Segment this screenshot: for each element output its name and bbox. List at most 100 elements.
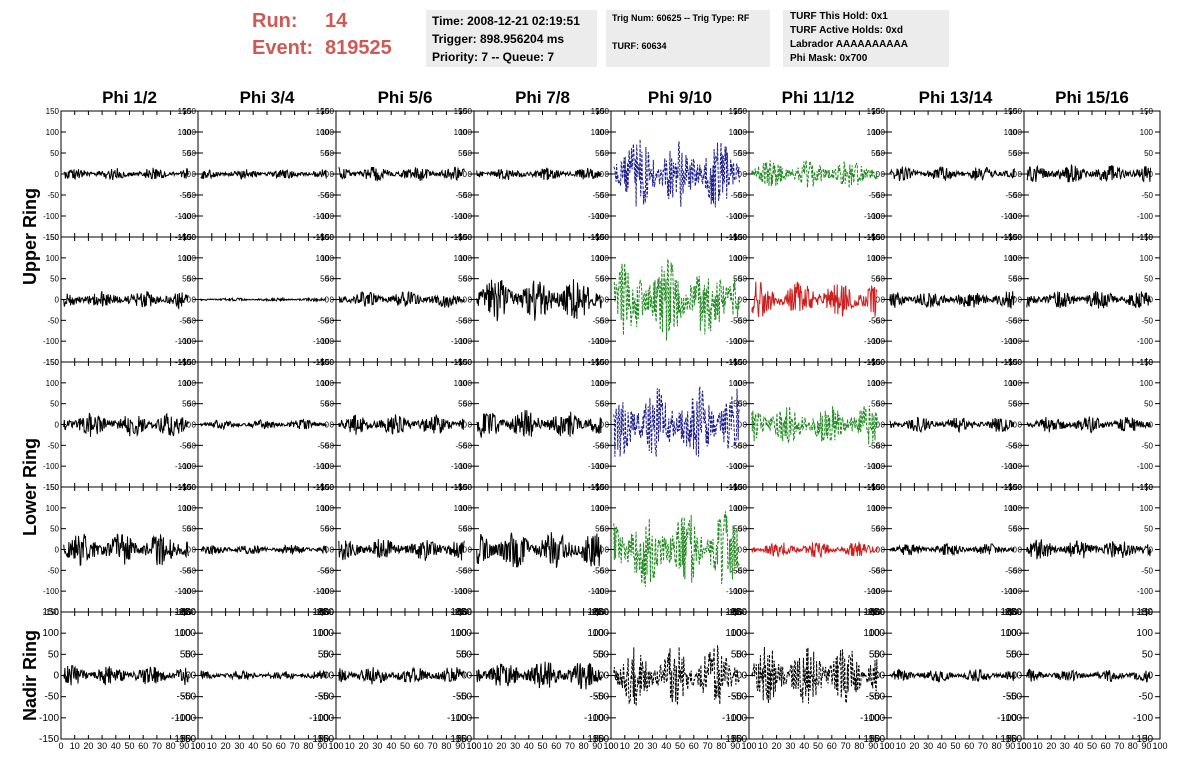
y-tick-label: 100	[316, 128, 330, 137]
y-tick-label: 0	[1013, 296, 1018, 305]
y-tick-label: -150	[43, 608, 60, 617]
y-tick-label: -50	[460, 316, 472, 325]
y-tick-label: 100	[42, 628, 59, 639]
y-tick-label: -50	[184, 566, 196, 575]
waveform-trace	[751, 281, 878, 318]
y-tick-label: 100	[1009, 504, 1023, 513]
y-tick-label: 0	[743, 170, 748, 179]
y-tick-label: -50	[1010, 566, 1022, 575]
y-tick-label: 0	[1013, 421, 1018, 430]
y-tick-label: 100	[1004, 379, 1018, 388]
y-tick-label: 0	[466, 671, 472, 682]
column-title: Phi 13/14	[919, 88, 993, 107]
y-tick-label: -100	[456, 587, 473, 596]
y-tick-label: 0	[876, 296, 881, 305]
y-tick-label: 150	[872, 107, 886, 116]
y-tick-label: 0	[55, 421, 60, 430]
y-tick-label: 150	[183, 233, 197, 242]
y-tick-label: 50	[461, 649, 473, 660]
y-tick-label: -50	[184, 191, 196, 200]
y-tick-label: 0	[881, 296, 886, 305]
y-tick-label: -50	[873, 566, 885, 575]
y-tick-label: 0	[468, 546, 473, 555]
y-tick-label: -100	[1002, 713, 1022, 724]
y-tick-label: -50	[1005, 566, 1017, 575]
y-tick-label: -50	[735, 191, 747, 200]
x-tick-label: 100	[741, 741, 756, 751]
y-tick-label: -100	[864, 337, 881, 346]
y-tick-label: -100	[313, 212, 330, 221]
priority-text: Priority: 7 -- Queue: 7	[432, 50, 555, 64]
y-tick-label: 100	[1004, 504, 1018, 513]
y-tick-label: 50	[48, 649, 60, 660]
y-tick-label: 50	[50, 400, 59, 409]
y-tick-label: 50	[738, 400, 747, 409]
y-tick-label: 150	[1009, 483, 1023, 492]
y-tick-label: 50	[1144, 400, 1153, 409]
waveform-trace	[63, 412, 189, 437]
y-tick-label: -50	[179, 566, 191, 575]
y-tick-label: -100	[447, 713, 467, 724]
y-tick-label: 0	[743, 296, 748, 305]
x-tick-label: 70	[703, 741, 713, 751]
y-tick-label: 150	[317, 607, 334, 618]
x-tick-label: 80	[579, 741, 589, 751]
x-tick-label: 30	[923, 741, 933, 751]
y-tick-label: 0	[881, 421, 886, 430]
y-tick-label: 0	[738, 546, 743, 555]
time-text: Time: 2008-12-21 02:19:51	[432, 14, 580, 28]
x-tick-label: 50	[675, 741, 685, 751]
y-tick-label: -100	[314, 713, 334, 724]
y-tick-label: -100	[456, 337, 473, 346]
y-tick-label: 100	[46, 379, 60, 388]
column-title: Phi 9/10	[648, 88, 712, 107]
y-tick-label: -50	[730, 316, 742, 325]
y-tick-label: -100	[43, 587, 60, 596]
y-tick-label: 0	[881, 546, 886, 555]
x-tick-label: 100	[190, 741, 205, 751]
y-tick-label: -100	[180, 462, 197, 471]
y-tick-label: 100	[1140, 128, 1154, 137]
y-tick-label: 100	[316, 379, 330, 388]
y-tick-label: -50	[597, 441, 609, 450]
x-tick-label: 80	[303, 741, 313, 751]
y-tick-label: -50	[1141, 441, 1153, 450]
y-tick-label: 50	[1144, 149, 1153, 158]
turf-hold-text: TURF This Hold: 0x1	[790, 11, 888, 22]
y-tick-label: 150	[46, 233, 60, 242]
y-tick-label: 100	[1005, 628, 1022, 639]
x-tick-label: 60	[414, 741, 424, 751]
x-tick-label: 0	[608, 741, 613, 751]
y-tick-label: 100	[183, 379, 197, 388]
y-tick-label: -100	[864, 212, 881, 221]
y-tick-label: -50	[322, 566, 334, 575]
y-tick-label: 150	[725, 607, 742, 618]
y-tick-label: -50	[1141, 566, 1153, 575]
y-tick-label: -50	[728, 692, 743, 703]
y-tick-label: 50	[50, 149, 59, 158]
y-tick-label: -50	[868, 316, 880, 325]
waveform-trace	[476, 532, 602, 568]
x-tick-label: 40	[937, 741, 947, 751]
y-tick-label: 0	[55, 546, 60, 555]
trigger-text: Trigger: 898.956204 ms	[432, 32, 565, 46]
y-tick-label: 50	[595, 525, 604, 534]
y-tick-label: -150	[860, 734, 880, 745]
y-tick-label: -50	[873, 441, 885, 450]
x-tick-label: 20	[909, 741, 919, 751]
y-tick-label: 100	[867, 128, 881, 137]
y-tick-label: 0	[605, 546, 610, 555]
y-tick-label: 100	[459, 128, 473, 137]
ring-label: Nadir Ring	[20, 630, 40, 721]
waveform-trace	[889, 416, 1015, 434]
y-tick-label: -150	[43, 483, 60, 492]
y-tick-label: 0	[190, 671, 196, 682]
y-tick-label: -50	[592, 441, 604, 450]
y-tick-label: 150	[42, 607, 59, 618]
y-tick-label: 50	[600, 525, 609, 534]
y-tick-label: -150	[309, 734, 329, 745]
y-tick-label: 50	[320, 525, 329, 534]
y-tick-label: 50	[738, 275, 747, 284]
x-tick-label: 70	[1114, 741, 1124, 751]
